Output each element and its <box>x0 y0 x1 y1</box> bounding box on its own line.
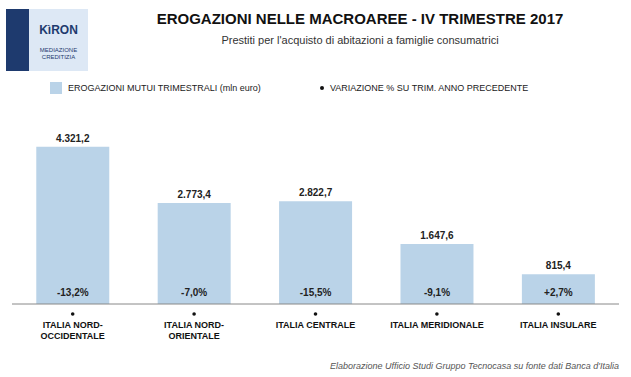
svg-text:2.773,4: 2.773,4 <box>177 189 211 200</box>
svg-text:ITALIA MERIDIONALE: ITALIA MERIDIONALE <box>390 320 484 330</box>
svg-text:-7,0%: -7,0% <box>181 287 207 298</box>
svg-text:ITALIA CENTRALE: ITALIA CENTRALE <box>276 320 356 330</box>
svg-text:-9,1%: -9,1% <box>424 287 450 298</box>
svg-text:-13,2%: -13,2% <box>57 287 89 298</box>
html-text:Prestiti per l'acquisto di abi: Prestiti per l'acquisto di abitazioni a … <box>221 34 499 46</box>
svg-text:4.321,2: 4.321,2 <box>56 133 90 144</box>
svg-text:ITALIA NORD-OCCIDENTALE: ITALIA NORD-OCCIDENTALE <box>41 320 105 341</box>
html-text:VARIAZIONE % SU TRIM. ANNO PRE: VARIAZIONE % SU TRIM. ANNO PRECEDENTE <box>330 83 529 93</box>
html-text:EROGAZIONI MUTUI TRIMESTRALI (: EROGAZIONI MUTUI TRIMESTRALI (mln euro) <box>68 83 261 93</box>
svg-text:2.822,7: 2.822,7 <box>299 187 333 198</box>
svg-text:ITALIA NORD-ORIENTALE: ITALIA NORD-ORIENTALE <box>164 320 224 341</box>
svg-text:815,4: 815,4 <box>546 260 571 271</box>
svg-text:-15,5%: -15,5% <box>300 287 332 298</box>
html-text:EROGAZIONI NELLE MACROAREE - I: EROGAZIONI NELLE MACROAREE - IV TRIMESTR… <box>156 10 564 27</box>
html-text:MEDIAZIONE CREDITIZIA: MEDIAZIONE CREDITIZIA <box>39 47 78 60</box>
svg-text:ITALIA INSULARE: ITALIA INSULARE <box>520 320 597 330</box>
html-text:Elaborazione Ufficio Studi Gru: Elaborazione Ufficio Studi Gruppo Tecnoc… <box>329 361 619 371</box>
html-text:KìRON: KìRON <box>39 23 78 37</box>
svg-text:+2,7%: +2,7% <box>544 287 573 298</box>
svg-text:1.647,6: 1.647,6 <box>420 230 454 241</box>
